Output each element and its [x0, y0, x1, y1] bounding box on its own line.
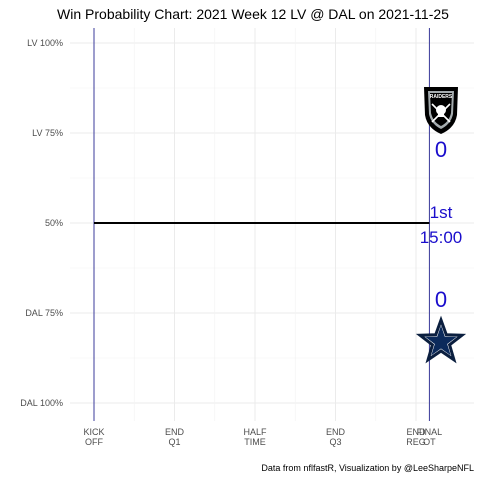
x-tick-label: KICK OFF [83, 427, 104, 447]
x-tick-label-line: KICK [83, 427, 104, 437]
chart-title: Win Probability Chart: 2021 Week 12 LV @… [57, 6, 449, 22]
x-tick-label-line: Q1 [168, 437, 180, 447]
chart-caption: Data from nflfastR, Visualization by @Le… [261, 463, 474, 473]
x-tick-label: END REG [406, 427, 426, 447]
y-tick-label: DAL 75% [25, 308, 63, 318]
x-tick-label-line: END [326, 427, 346, 437]
cowboys-star-logo [415, 315, 467, 364]
x-tick-label-line: TIME [244, 437, 266, 447]
x-tick-label-line: HALF [243, 427, 267, 437]
y-tick-label: LV 100% [27, 38, 63, 48]
game-clock: 15:00 [420, 228, 463, 247]
y-axis-ticks: LV 100% LV 75% 50% DAL 75% DAL 100% [20, 38, 63, 408]
x-tick-label-line: REG [406, 437, 426, 447]
x-tick-label: END Q1 [165, 427, 185, 447]
x-tick-label-line: OT [423, 437, 436, 447]
x-tick-label: END Q3 [326, 427, 346, 447]
y-tick-label: DAL 100% [20, 398, 63, 408]
x-tick-label: FINAL OT [417, 427, 443, 447]
svg-text:RAIDERS: RAIDERS [430, 94, 453, 100]
x-tick-label-line: OFF [85, 437, 103, 447]
y-tick-label: 50% [45, 218, 63, 228]
x-tick-label-line: Q3 [329, 437, 341, 447]
grid-lines [70, 28, 474, 421]
home-score: 0 [435, 287, 447, 312]
x-tick-label-line: END [165, 427, 185, 437]
away-score: 0 [435, 137, 447, 162]
x-tick-label: HALF TIME [243, 427, 267, 447]
x-tick-label-line: FINAL [417, 427, 443, 437]
y-tick-label: LV 75% [32, 128, 63, 138]
raiders-shield-logo: RAIDERS [424, 87, 458, 134]
game-period: 1st [430, 203, 453, 222]
game-boundary-lines [93, 28, 430, 421]
x-tick-label-line: END [406, 427, 426, 437]
